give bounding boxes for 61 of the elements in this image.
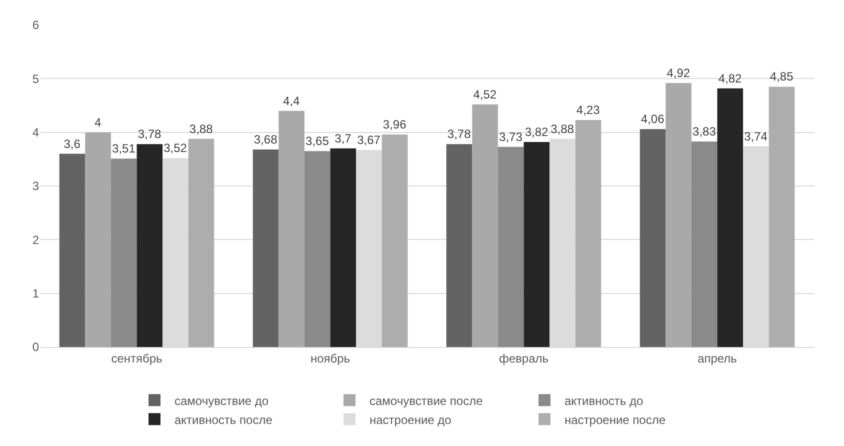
- data-label: 4,06: [640, 112, 665, 126]
- data-label: 4,92: [666, 66, 690, 80]
- x-tick-label: апрель: [698, 351, 737, 366]
- data-label: 3,83: [692, 124, 716, 138]
- bar: [278, 110, 304, 347]
- legend-label: настроение до: [370, 412, 452, 427]
- bar: [382, 134, 408, 347]
- bar: [304, 151, 330, 347]
- data-label: 3,65: [306, 134, 330, 148]
- data-label: 3,52: [164, 141, 188, 156]
- bar: [691, 141, 718, 347]
- y-tick-label: 1: [32, 286, 40, 301]
- legend-label: самочувствие до: [174, 394, 269, 408]
- data-label: 3,73: [499, 130, 523, 144]
- data-label: 3,51: [112, 142, 136, 156]
- data-label: 4,4: [283, 94, 300, 108]
- data-label: 3,7: [334, 131, 352, 146]
- y-tick-label: 0: [32, 340, 40, 354]
- data-label: 3,78: [447, 127, 472, 142]
- data-label: 3,74: [744, 129, 768, 144]
- bar: [768, 86, 795, 347]
- legend-label: активность до: [564, 394, 644, 408]
- legend-label: настроение после: [564, 412, 666, 427]
- bar: [85, 132, 111, 347]
- bar: [136, 144, 163, 347]
- data-label: 4: [94, 115, 102, 130]
- bar: [575, 120, 602, 347]
- bar: [524, 142, 550, 347]
- y-tick-label: 4: [32, 126, 40, 140]
- x-tick-label: сентябрь: [111, 351, 162, 366]
- bar: [498, 146, 524, 347]
- bar: [188, 138, 214, 347]
- data-label: 4,82: [718, 71, 742, 86]
- x-tick-label: февраль: [498, 351, 549, 366]
- bar: [717, 88, 744, 347]
- data-label: 4,85: [770, 70, 794, 84]
- y-tick-label: 2: [32, 232, 40, 247]
- x-tick-label: ноябрь: [310, 351, 350, 366]
- y-tick-label: 5: [32, 72, 40, 86]
- legend-label: самочувствие после: [370, 394, 484, 408]
- data-label: 4,52: [473, 87, 497, 102]
- legend-label: активность после: [174, 412, 273, 427]
- data-label: 3,6: [64, 136, 81, 151]
- y-tick-label: 3: [32, 179, 40, 194]
- data-label: 3,96: [382, 117, 407, 132]
- data-label: 3,78: [138, 127, 162, 142]
- bar: [110, 158, 137, 347]
- bar: [252, 150, 279, 347]
- bar: [472, 104, 498, 347]
- bar: [446, 144, 472, 347]
- data-label: 3,67: [357, 133, 381, 148]
- data-label: 3,88: [189, 122, 214, 136]
- bar: [640, 129, 666, 347]
- data-label: 3,88: [550, 122, 574, 136]
- bar: [330, 148, 356, 347]
- data-label: 3,82: [524, 124, 548, 139]
- data-label: 4,23: [576, 102, 600, 117]
- data-label: 3,68: [254, 132, 278, 147]
- bar: [666, 82, 692, 347]
- y-tick-label: 6: [32, 18, 40, 32]
- bar: [59, 154, 86, 347]
